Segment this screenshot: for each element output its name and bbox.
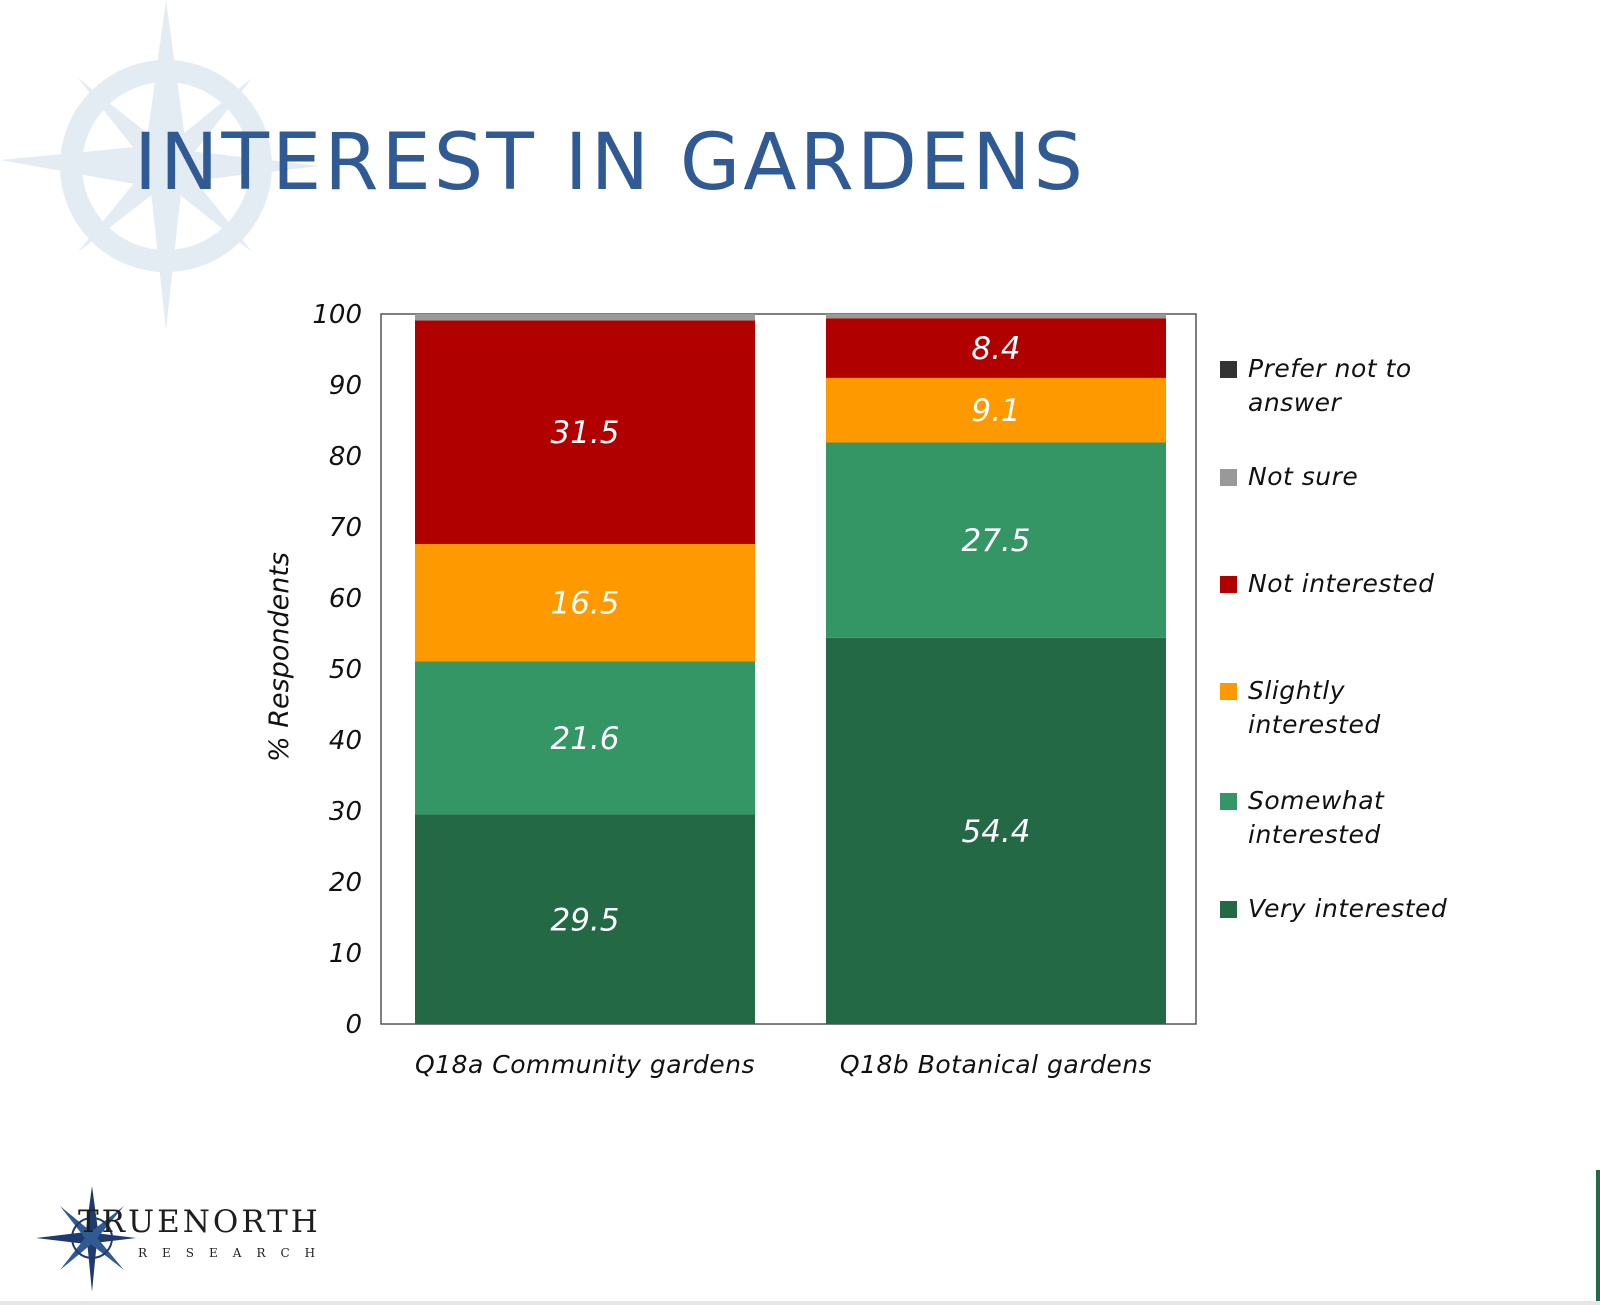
logo-subtitle: RESEARCH xyxy=(138,1246,331,1260)
data-label-very-interested-1: 29.5 xyxy=(550,902,619,938)
x-tick-label: Q18b Botanical gardens xyxy=(840,1050,1152,1079)
logo-wordmark: TRUENORTH xyxy=(78,1204,321,1240)
bar-segment-slightly-interested-1 xyxy=(415,544,755,662)
legend-label: Not sure xyxy=(1248,462,1359,491)
y-tick-label: 10 xyxy=(329,939,362,969)
x-axis-ticks: Q18a Community gardens Q18b Botanical gar… xyxy=(415,1050,1152,1079)
bar-segment-somewhat-interested-1 xyxy=(415,661,755,815)
bar-segment-not-sure-1 xyxy=(415,314,755,321)
chart-legend: Prefer not to answer Not sure Not interest… xyxy=(1220,352,1520,952)
data-label-slightly-interested-1: 16.5 xyxy=(550,586,619,622)
legend-swatch xyxy=(1220,683,1237,700)
y-tick-label: 100 xyxy=(312,300,362,330)
bar-segment-somewhat-interested-2 xyxy=(826,442,1166,638)
logo-compass-icon xyxy=(36,1186,136,1292)
x-tick-label: Q18a Community gardens xyxy=(415,1050,755,1079)
y-tick-label: 40 xyxy=(329,726,362,756)
bar-segment-not-sure-2 xyxy=(826,314,1166,319)
legend-label: Not interested xyxy=(1248,569,1435,598)
data-label-not-interested-1: 31.5 xyxy=(550,415,619,451)
bar-segment-not-interested-2 xyxy=(826,318,1166,378)
data-label-not-interested-2: 8.4 xyxy=(971,331,1020,367)
compass-watermark-icon xyxy=(0,0,320,330)
bar-segment-not-interested-1 xyxy=(415,320,755,545)
data-label-very-interested-2: 54.4 xyxy=(961,814,1030,850)
legend-swatch xyxy=(1220,361,1237,378)
bar-segment-very-interested-1 xyxy=(415,814,755,1024)
legend-label: Very interested xyxy=(1248,894,1448,923)
y-tick-label: 80 xyxy=(329,442,362,472)
data-label-somewhat-interested-1: 21.6 xyxy=(550,721,619,757)
data-label-somewhat-interested-2: 27.5 xyxy=(961,523,1030,559)
legend-label: Somewhat interested xyxy=(1248,786,1385,849)
y-tick-label: 60 xyxy=(329,584,362,614)
slide-title: INTEREST IN GARDENS xyxy=(134,118,1087,208)
legend-swatch xyxy=(1220,469,1237,486)
data-label-slightly-interested-2: 9.1 xyxy=(971,393,1020,429)
bar-segment-very-interested-2 xyxy=(826,637,1166,1024)
legend-swatch xyxy=(1220,576,1237,593)
truenorth-logo: TRUENORTH RESEARCH xyxy=(36,1186,356,1292)
legend-swatch xyxy=(1220,793,1237,810)
slide-bottom-edge xyxy=(0,1301,1600,1305)
y-tick-label: 50 xyxy=(329,655,362,685)
y-tick-label: 90 xyxy=(329,371,362,401)
y-tick-label: 0 xyxy=(345,1010,362,1040)
bars-layer xyxy=(415,314,1166,1024)
y-tick-label: 30 xyxy=(329,797,362,827)
y-tick-label: 20 xyxy=(329,868,362,898)
y-axis-label: % Respondents xyxy=(264,552,295,762)
value-labels-layer: 29.5 21.6 16.5 31.5 54.4 27.5 9.1 8.4 xyxy=(550,331,1030,938)
slide-edge-accent xyxy=(1596,1170,1600,1305)
legend-label: Prefer not to answer xyxy=(1248,354,1412,417)
y-tick-label: 70 xyxy=(329,513,362,543)
legend-swatch xyxy=(1220,901,1237,918)
y-axis-ticks: 0 10 20 30 40 50 60 70 80 90 100 xyxy=(312,300,362,1040)
legend-label: Slightly interested xyxy=(1248,676,1381,739)
bar-segment-slightly-interested-2 xyxy=(826,377,1166,443)
